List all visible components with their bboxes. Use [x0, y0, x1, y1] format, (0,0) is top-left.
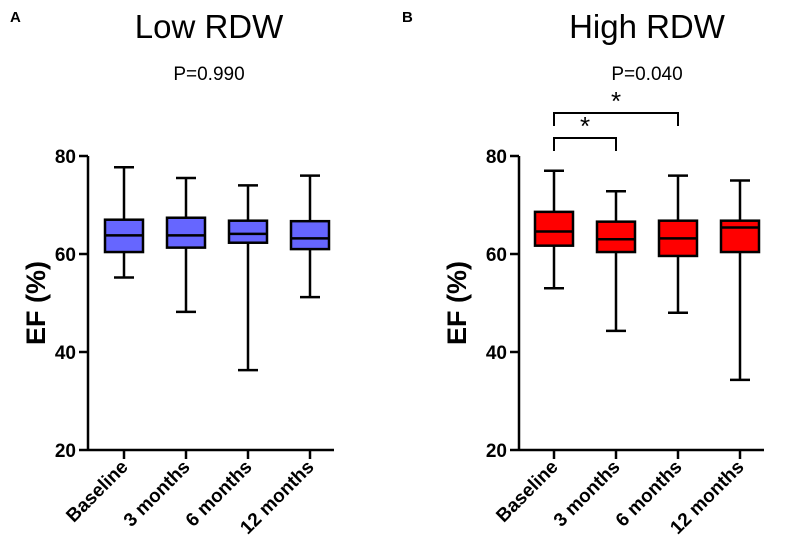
- iqr-box: [289, 219, 331, 251]
- bracket-line: [553, 137, 617, 151]
- y-tick-label: 20: [55, 441, 76, 462]
- panel-high-rdw: B High RDW P=0.040 EF (%) 20406080Baseli…: [402, 8, 764, 539]
- box-baseline: [533, 169, 575, 290]
- iqr-box: [595, 220, 637, 254]
- y-tick-label: 20: [486, 441, 507, 462]
- iqr-box: [533, 210, 575, 247]
- y-axis-label: EF (%): [21, 261, 51, 345]
- significance-bracket: *: [553, 111, 617, 151]
- chart-title: High RDW: [569, 8, 726, 45]
- box-baseline: [103, 166, 145, 279]
- y-tick-label: 80: [486, 147, 507, 168]
- box-12-months: [719, 179, 761, 382]
- p-value-annotation: P=0.990: [173, 64, 244, 85]
- y-tick-label: 80: [55, 147, 76, 168]
- box-3-months: [165, 176, 207, 314]
- y-axis-label: EF (%): [442, 261, 472, 345]
- panel-label: B: [402, 9, 413, 26]
- bracket-line: [553, 112, 679, 126]
- p-value-annotation: P=0.040: [611, 64, 682, 85]
- iqr-box: [227, 219, 269, 244]
- iqr-box: [165, 216, 207, 249]
- y-tick-label: 60: [486, 245, 507, 266]
- x-tick-label: 3 months: [550, 457, 625, 532]
- significance-star: *: [611, 86, 621, 116]
- x-tick-label: 3 months: [120, 457, 195, 532]
- significance-star: *: [580, 111, 590, 141]
- y-tick-label: 60: [55, 245, 76, 266]
- y-tick-label: 40: [55, 343, 76, 364]
- iqr-box: [719, 219, 761, 254]
- box-6-months: [657, 174, 699, 315]
- box-6-months: [227, 184, 269, 372]
- chart-title: Low RDW: [135, 8, 284, 45]
- box-12-months: [289, 174, 331, 299]
- panel-low-rdw: A Low RDW P=0.990 EF (%) 20406080Baselin…: [10, 8, 334, 539]
- box-3-months: [595, 190, 637, 333]
- significance-bracket: *: [553, 86, 679, 126]
- y-tick-label: 40: [486, 343, 507, 364]
- panel-label: A: [10, 9, 21, 26]
